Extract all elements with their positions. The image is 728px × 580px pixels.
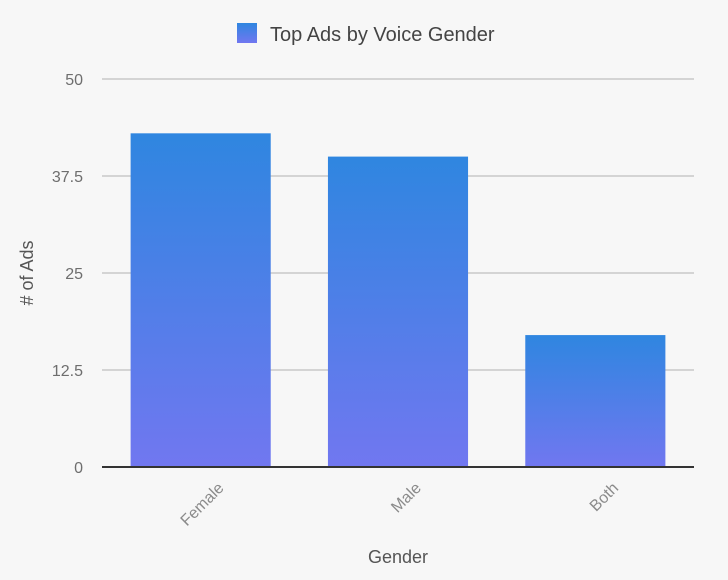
- y-axis-ticks: 0 12.5 25 37.5 50: [52, 72, 83, 477]
- y-tick-label: 0: [74, 460, 83, 477]
- y-tick-label: 12.5: [52, 363, 83, 380]
- x-axis-ticks: Female Male Both: [178, 480, 622, 530]
- bar-both: [525, 335, 666, 467]
- x-tick-label: Both: [587, 480, 622, 515]
- y-tick-label: 50: [65, 72, 83, 89]
- x-tick-label: Male: [388, 480, 425, 517]
- y-tick-label: 37.5: [52, 169, 83, 186]
- legend: Top Ads by Voice Gender: [237, 23, 495, 46]
- bar-male: [327, 156, 469, 467]
- legend-swatch: [237, 23, 257, 43]
- legend-label: Top Ads by Voice Gender: [270, 24, 495, 46]
- x-axis-title: Gender: [368, 547, 428, 567]
- bar-female: [130, 133, 271, 467]
- y-axis-title: # of Ads: [17, 240, 37, 305]
- x-tick-label: Female: [178, 480, 228, 530]
- y-tick-label: 25: [65, 266, 83, 283]
- bars: [130, 133, 666, 467]
